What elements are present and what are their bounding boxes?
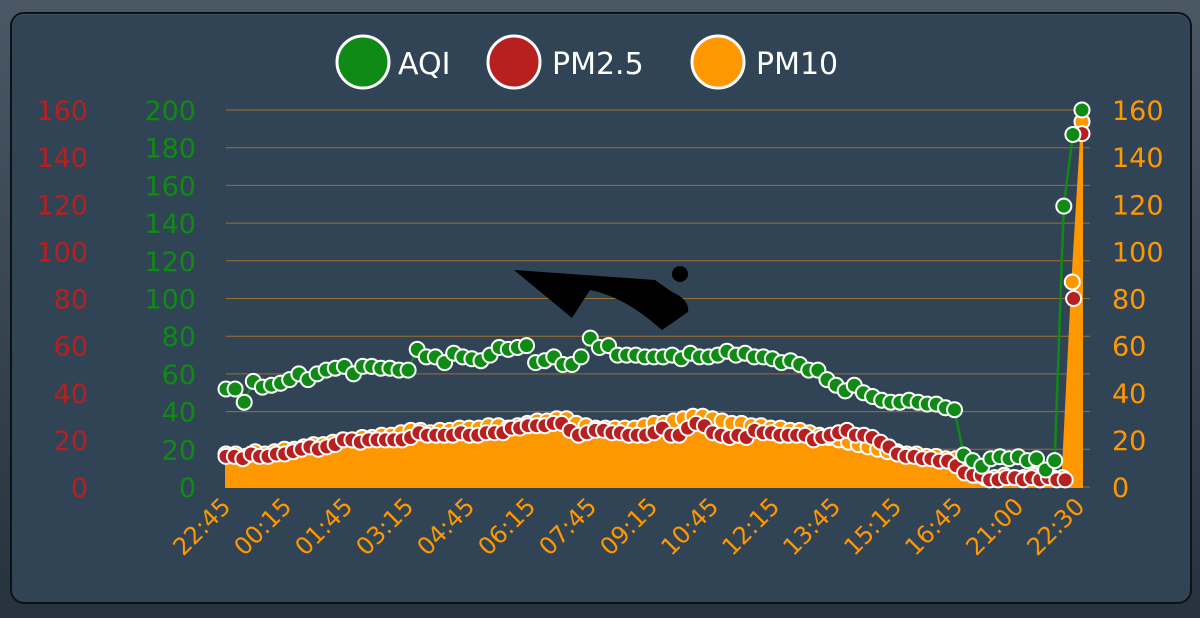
aqi-axis-tick: 160 [144,171,196,202]
x-axis-tick: 06:15 [473,492,542,561]
legend: AQI PM2.5 PM10 [335,34,838,90]
pm25-point [1065,290,1083,307]
pm10-axis-tick: 40 [1112,379,1146,410]
legend-label: PM2.5 [552,47,644,82]
pm25-axis-tick: 60 [54,332,88,363]
legend-swatch [486,34,542,90]
pm25-axis-tick: 0 [71,473,88,504]
aqi-point [572,348,590,366]
x-axis-tick: 00:15 [229,492,298,561]
pm10-axis-tick: 20 [1112,426,1146,457]
markers [217,101,1091,489]
aqi-point [1073,101,1091,119]
legend-label: PM10 [756,47,838,82]
x-axis-tick: 03:15 [351,492,420,561]
x-axis-tick: 15:15 [839,492,908,561]
aqi-point [1046,452,1064,470]
aqi-point [399,361,417,379]
aqi-axis-tick: 180 [144,134,196,165]
x-axis-tick: 09:15 [595,492,664,561]
aqi-axis-tick: 140 [144,209,196,240]
axes: 0 20 40 60 80 100 120 140 160 0 20 40 60 80 100 120 140 1… [36,96,1163,561]
pm25-axis-tick: 80 [54,285,88,316]
pm10-axis-tick: 160 [1112,96,1164,127]
x-axis-tick: 07:45 [534,492,603,561]
legend-swatch [690,34,746,90]
aqi-axis-tick: 120 [144,247,196,278]
aqi-point [946,401,963,419]
pm10-axis-tick: 100 [1112,237,1164,268]
pm10-axis-tick: 60 [1112,332,1146,363]
aqi-point [1055,197,1073,215]
aqi-point [226,380,244,398]
aqi-point [1064,126,1082,143]
x-axis-tick: 04:45 [412,492,481,561]
pm25-axis-tick: 20 [54,426,88,457]
aqi-axis-tick: 20 [162,435,196,466]
aqi-axis-tick: 200 [144,96,196,127]
pm25-axis-tick: 140 [36,143,88,174]
annotation [514,266,689,330]
aqi-axis-tick: 0 [179,473,196,504]
aqi-axis-tick: 40 [162,398,196,429]
x-axis-tick: 01:45 [290,492,359,561]
legend-swatch [335,34,391,90]
x-axis-tick: 10:45 [656,492,725,561]
pm10-axis-tick: 80 [1112,285,1146,316]
swoosh-arrow-icon [514,270,689,330]
aqi-axis-tick: 100 [144,285,196,316]
aqi-point [1028,450,1045,468]
aqi-axis-tick: 60 [162,360,196,391]
pm25-axis-tick: 120 [36,190,88,221]
pm25-axis-tick: 160 [36,96,88,127]
pm10-axis-tick: 140 [1112,143,1164,174]
x-axis-tick: 22:30 [1022,492,1091,561]
aqi-point [518,337,535,355]
pm10-point [1063,273,1081,291]
aqi-point [235,393,253,411]
pm25-axis-tick: 40 [54,379,88,410]
pm10-axis-tick: 0 [1112,473,1129,504]
x-axis-tick: 21:00 [961,492,1030,561]
aqi-axis-tick: 80 [162,322,196,353]
x-axis-tick: 16:45 [900,492,969,561]
x-axis-tick: 12:15 [717,492,786,561]
chart-panel [10,12,1192,604]
pm25-point [1056,471,1074,489]
swoosh-dot-icon [672,266,688,282]
pm25-axis-tick: 100 [36,237,88,268]
x-axis-tick: 13:45 [778,492,847,561]
legend-label: AQI [398,47,450,82]
pm10-axis-tick: 120 [1112,190,1164,221]
